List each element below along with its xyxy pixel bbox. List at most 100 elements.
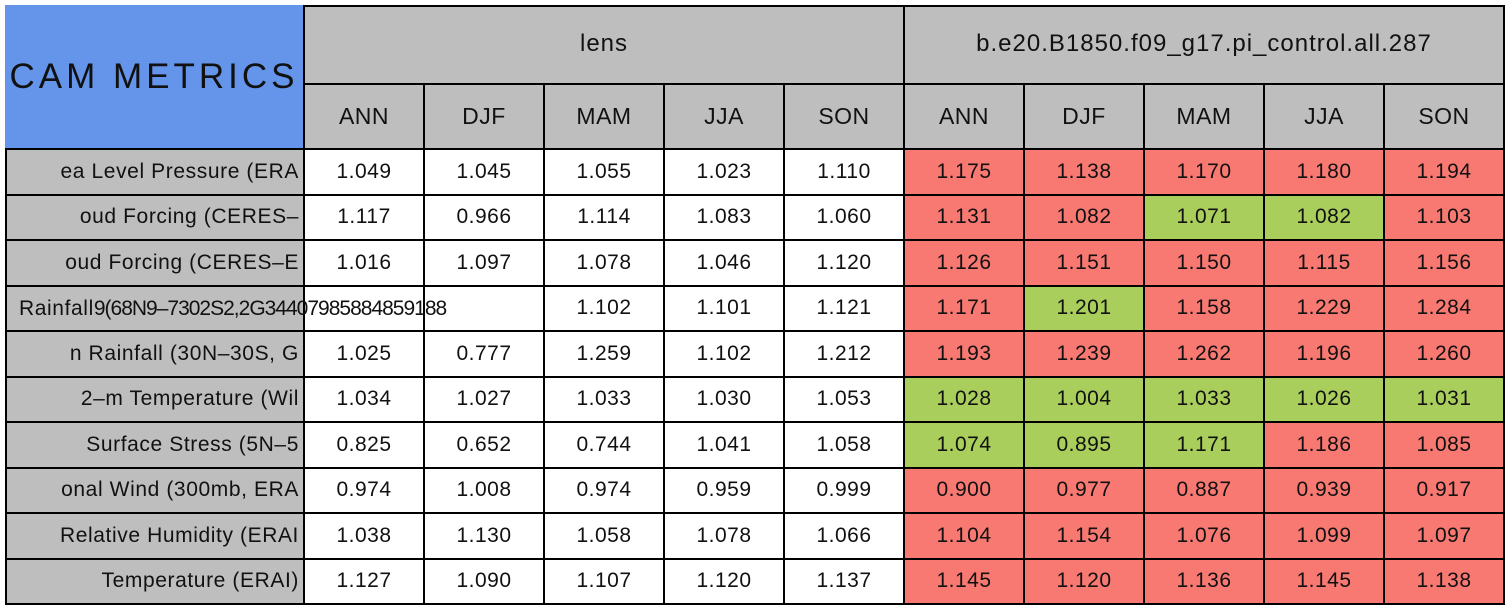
metric-value-cell: 1.117 (305, 195, 425, 241)
metric-value-cell: 1.170 (1145, 150, 1265, 196)
metric-value-cell: 1.104 (905, 514, 1025, 560)
season-header-lens-son: SON (785, 85, 905, 150)
metric-value-cell: 0.939 (1265, 468, 1385, 514)
metric-value-cell: 0.744 (545, 423, 665, 469)
metric-value-cell: 1.131 (905, 195, 1025, 241)
metric-value-cell: 1.060 (785, 195, 905, 241)
metric-value-cell: 1.033 (1145, 377, 1265, 423)
season-header-ctrl-djf: DJF (1025, 85, 1145, 150)
metric-value-cell: 1.046 (665, 241, 785, 287)
metric-value-cell: 0.777 (425, 332, 545, 378)
metric-row-label: oud Forcing (CERES– (5, 195, 305, 241)
metric-value-cell: 1.193 (905, 332, 1025, 378)
season-header-ctrl-son: SON (1385, 85, 1505, 150)
metric-value-cell: 0.825 (305, 423, 425, 469)
season-header-lens-djf: DJF (425, 85, 545, 150)
metric-value-cell (305, 286, 425, 332)
metric-value-cell: 1.023 (665, 150, 785, 196)
metric-value-cell: 0.917 (1385, 468, 1505, 514)
metric-value-cell: 1.229 (1265, 286, 1385, 332)
metric-value-cell: 1.102 (545, 286, 665, 332)
metric-value-cell: 1.121 (785, 286, 905, 332)
metric-value-cell: 0.977 (1025, 468, 1145, 514)
metric-value-cell: 0.887 (1145, 468, 1265, 514)
metric-value-cell: 0.974 (545, 468, 665, 514)
metric-value-cell: 1.058 (785, 423, 905, 469)
metric-value-cell: 1.074 (905, 423, 1025, 469)
metric-value-cell: 1.028 (905, 377, 1025, 423)
metric-value-cell: 1.016 (305, 241, 425, 287)
metric-value-cell: 1.239 (1025, 332, 1145, 378)
metric-value-cell: 1.085 (1385, 423, 1505, 469)
metric-value-cell: 1.151 (1025, 241, 1145, 287)
metric-value-cell: 1.262 (1145, 332, 1265, 378)
season-header-ctrl-ann: ANN (905, 85, 1025, 150)
metric-row-label: n Rainfall (30N–30S, G (5, 332, 305, 378)
metric-value-cell: 1.284 (1385, 286, 1505, 332)
metric-value-cell: 1.259 (545, 332, 665, 378)
metric-row-label: ea Level Pressure (ERA (5, 150, 305, 196)
metric-value-cell: 1.078 (665, 514, 785, 560)
metric-value-cell: 1.071 (1145, 195, 1265, 241)
metric-value-cell: 1.150 (1145, 241, 1265, 287)
metric-value-cell: 1.120 (785, 241, 905, 287)
metric-value-cell: 1.127 (305, 559, 425, 605)
group-header-control-run: b.e20.B1850.f09_g17.pi_control.all.287 (905, 5, 1505, 85)
metric-value-cell (425, 286, 545, 332)
metric-value-cell: 1.137 (785, 559, 905, 605)
metric-value-cell: 1.082 (1265, 195, 1385, 241)
metric-value-cell: 1.041 (665, 423, 785, 469)
metric-value-cell: 1.101 (665, 286, 785, 332)
metric-row-label: Temperature (ERAI) (5, 559, 305, 605)
metric-value-cell: 1.055 (545, 150, 665, 196)
season-header-lens-jja: JJA (665, 85, 785, 150)
metric-value-cell: 1.115 (1265, 241, 1385, 287)
metric-value-cell: 1.103 (1385, 195, 1505, 241)
metric-value-cell: 1.180 (1265, 150, 1385, 196)
metric-value-cell: 1.138 (1025, 150, 1145, 196)
metric-value-cell: 1.033 (545, 377, 665, 423)
group-header-lens: lens (305, 5, 905, 85)
table-left-border (5, 150, 7, 605)
metric-value-cell: 1.138 (1385, 559, 1505, 605)
metric-value-cell: 1.082 (1025, 195, 1145, 241)
cam-metrics-table: CAM METRICS lens b.e20.B1850.f09_g17.pi_… (5, 5, 1505, 605)
metric-value-cell: 0.974 (305, 468, 425, 514)
metric-value-cell: 1.090 (425, 559, 545, 605)
metric-value-cell: 1.097 (425, 241, 545, 287)
metric-value-cell: 1.114 (545, 195, 665, 241)
metric-value-cell: 1.110 (785, 150, 905, 196)
metric-value-cell: 1.066 (785, 514, 905, 560)
metric-value-cell: 1.097 (1385, 514, 1505, 560)
metric-value-cell: 0.966 (425, 195, 545, 241)
metric-value-cell: 0.652 (425, 423, 545, 469)
metric-value-cell: 1.126 (905, 241, 1025, 287)
metric-value-cell: 1.026 (1265, 377, 1385, 423)
metric-row-label (5, 286, 305, 332)
metric-value-cell: 1.027 (425, 377, 545, 423)
metric-value-cell: 1.102 (665, 332, 785, 378)
metric-value-cell: 0.959 (665, 468, 785, 514)
table-title: CAM METRICS (5, 5, 305, 150)
metric-row-label: 2–m Temperature (Wil (5, 377, 305, 423)
metric-value-cell: 1.038 (305, 514, 425, 560)
table-top-border (305, 5, 1505, 7)
metric-value-cell: 1.158 (1145, 286, 1265, 332)
metric-value-cell: 1.171 (905, 286, 1025, 332)
metric-value-cell: 1.136 (1145, 559, 1265, 605)
metric-value-cell: 1.130 (425, 514, 545, 560)
metric-value-cell: 1.201 (1025, 286, 1145, 332)
table-title-text: CAM METRICS (9, 56, 299, 96)
metric-value-cell: 1.145 (905, 559, 1025, 605)
metric-value-cell: 1.049 (305, 150, 425, 196)
metric-value-cell: 1.058 (545, 514, 665, 560)
metric-value-cell: 1.120 (1025, 559, 1145, 605)
metric-row-label: Relative Humidity (ERAI (5, 514, 305, 560)
metric-value-cell: 1.194 (1385, 150, 1505, 196)
metric-value-cell: 0.999 (785, 468, 905, 514)
metric-value-cell: 1.030 (665, 377, 785, 423)
metric-value-cell: 0.900 (905, 468, 1025, 514)
metric-value-cell: 1.078 (545, 241, 665, 287)
metric-row-label: onal Wind (300mb, ERA (5, 468, 305, 514)
